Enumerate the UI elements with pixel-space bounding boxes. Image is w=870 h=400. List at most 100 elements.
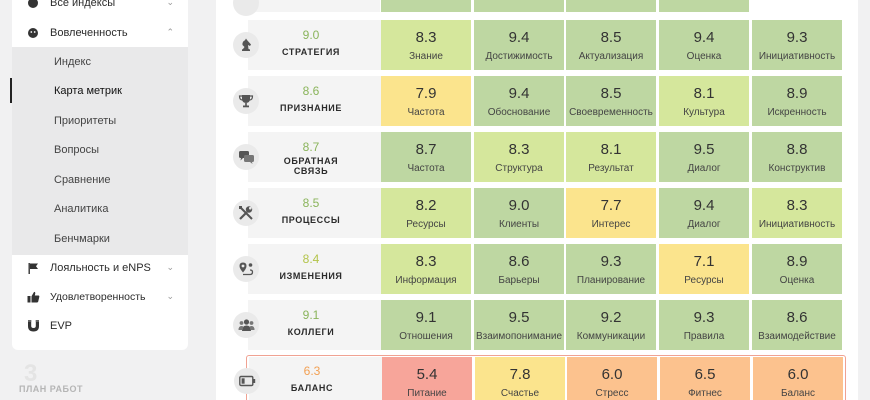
sidebar-item-all-indexes[interactable]: Все индексы ⌄	[12, 0, 188, 17]
metric-cell[interactable]: 8.5 Своевременность	[566, 76, 656, 126]
category-label-box[interactable]	[248, 76, 380, 126]
metric-label: Счастье	[500, 388, 540, 399]
metric-value: 8.2	[415, 197, 437, 214]
metric-value: 5.4	[416, 366, 438, 383]
metric-cell[interactable]: 9.3 Планирование	[566, 244, 656, 294]
metric-cell[interactable]	[474, 0, 564, 12]
metric-cell[interactable]: 9.2 Коммуникации	[566, 300, 656, 350]
category-score: 8.7	[302, 140, 320, 154]
metric-cell[interactable]: 9.0 Клиенты	[474, 188, 564, 238]
metric-cell[interactable]: 6.5 Фитнес	[660, 357, 750, 400]
sidebar-subitem-questions[interactable]: Вопросы	[12, 135, 188, 164]
chevron-down-icon: ⌄	[166, 0, 174, 7]
sidebar-subitem-benchmarks[interactable]: Бенчмарки	[12, 224, 188, 253]
metric-label: Диалог	[687, 163, 721, 174]
metric-cell[interactable]: 8.3 Информация	[381, 244, 471, 294]
metric-cell[interactable]: 8.6 Барьеры	[474, 244, 564, 294]
metric-row: 8.7 ОБРАТНАЯ СВЯЗЬ 8.7 Частота 8.3 Структура 8.…	[230, 132, 850, 182]
active-indicator	[10, 78, 12, 103]
metric-cell[interactable]: 9.1 Отношения	[381, 300, 471, 350]
metric-cell[interactable]	[381, 0, 471, 12]
metric-cell[interactable]: 8.9 Искренность	[752, 76, 842, 126]
sidebar-subitem-comparison[interactable]: Сравнение	[12, 165, 188, 194]
category-score: 8.4	[302, 252, 320, 266]
thumbs-up-icon	[25, 289, 41, 305]
sidebar-item-evp[interactable]: EVP	[12, 311, 188, 340]
metric-value: 9.3	[693, 309, 715, 326]
metric-cell[interactable]: 7.8 Счастье	[475, 357, 565, 400]
plan-link[interactable]: ПЛАН РАБОТ	[19, 384, 83, 394]
category-name: КОЛЛЕГИ	[287, 327, 335, 337]
metric-cell[interactable]	[566, 0, 656, 12]
metric-value: 8.9	[786, 85, 808, 102]
metric-cell[interactable]: 9.5 Диалог	[659, 132, 749, 182]
metric-row-partial	[230, 0, 850, 16]
metric-cell[interactable]: 8.3 Знание	[381, 20, 471, 70]
metric-cell[interactable]: 8.6 Взаимодействие	[752, 300, 842, 350]
metric-value: 9.0	[508, 197, 530, 214]
sidebar-subitem-priorities[interactable]: Приоритеты	[12, 106, 188, 135]
metric-cell[interactable]: 9.4 Диалог	[659, 188, 749, 238]
metric-value: 7.9	[415, 85, 437, 102]
metric-cell[interactable]: 5.4 Питание	[382, 357, 472, 400]
sidebar-item-engagement[interactable]: Вовлеченность ⌃	[12, 18, 188, 47]
metric-cell[interactable]: 8.9 Оценка	[752, 244, 842, 294]
sidebar-subitem-label: Индекс	[54, 55, 91, 68]
category-label-box[interactable]	[248, 300, 380, 350]
category-label-box[interactable]	[248, 132, 380, 182]
metric-cell[interactable]: 8.5 Актуализация	[566, 20, 656, 70]
metric-label: Взаимодействие	[758, 331, 836, 342]
route-icon	[233, 256, 259, 282]
metric-cell[interactable]: 8.7 Частота	[381, 132, 471, 182]
metric-cell[interactable]: 7.1 Ресурсы	[659, 244, 749, 294]
sidebar-subitem-index[interactable]: Индекс	[12, 47, 188, 76]
category-name: БАЛАНС	[290, 383, 334, 393]
metric-value: 9.3	[600, 253, 622, 270]
metric-cell[interactable]: 6.0 Стресс	[567, 357, 657, 400]
category-label-box[interactable]	[248, 188, 380, 238]
sidebar-item-loyalty[interactable]: Лояльность и eNPS ⌄	[12, 253, 188, 282]
flag-icon	[25, 260, 41, 276]
metric-label: Диалог	[687, 219, 721, 230]
metric-cell[interactable]: 8.2 Ресурсы	[381, 188, 471, 238]
sidebar-subitem-metric-map[interactable]: Карта метрик	[10, 76, 188, 105]
metric-label: Информация	[395, 275, 457, 286]
category-icon	[233, 0, 259, 16]
metric-cell[interactable]: 6.0 Баланс	[753, 357, 843, 400]
metric-cell[interactable]: 7.7 Интерес	[566, 188, 656, 238]
trophy-icon	[233, 88, 259, 114]
metric-label: Баланс	[780, 388, 816, 399]
metric-cell[interactable]: 8.1 Результат	[566, 132, 656, 182]
sidebar-item-satisfaction[interactable]: Удовлетворенность ⌄	[12, 282, 188, 311]
metric-label: Оценка	[779, 275, 815, 286]
metric-cell[interactable]: 9.5 Взаимопонимание	[474, 300, 564, 350]
metric-value: 8.6	[786, 309, 808, 326]
category-name: ПРОЦЕССЫ	[281, 215, 341, 225]
metric-cell[interactable]: 8.3 Инициативность	[752, 188, 842, 238]
metric-value: 8.1	[693, 85, 715, 102]
metric-label: Ресурсы	[406, 219, 446, 230]
metric-value: 8.3	[415, 29, 437, 46]
metric-value: 7.8	[509, 366, 531, 383]
metric-cell[interactable]: 9.3 Инициативность	[752, 20, 842, 70]
metric-cell[interactable]: 9.3 Правила	[659, 300, 749, 350]
category-label-box[interactable]	[249, 357, 381, 400]
chess-knight-icon	[233, 32, 259, 58]
metric-cell[interactable]: 9.4 Достижимость	[474, 20, 564, 70]
sidebar-subitem-analytics[interactable]: Аналитика	[12, 194, 188, 223]
metric-cell[interactable]: 8.1 Культура	[659, 76, 749, 126]
category-name: ОБРАТНАЯ	[283, 156, 339, 166]
metric-row: 8.5 ПРОЦЕССЫ 8.2 Ресурсы 9.0 Клиенты 7.7 Интере…	[230, 188, 850, 238]
metric-cell[interactable]: 8.3 Структура	[474, 132, 564, 182]
engagement-submenu: Индекс Карта метрик Приоритеты Вопросы С…	[10, 47, 188, 255]
metric-value: 8.1	[600, 141, 622, 158]
metric-value: 8.5	[600, 29, 622, 46]
metric-cell[interactable]: 9.4 Обоснование	[474, 76, 564, 126]
metric-cell[interactable]	[659, 0, 749, 12]
category-label-box[interactable]	[248, 244, 380, 294]
metric-cell[interactable]: 9.4 Оценка	[659, 20, 749, 70]
metric-cell[interactable]: 7.9 Частота	[381, 76, 471, 126]
engagement-icon	[25, 25, 41, 41]
category-label-box[interactable]	[248, 20, 380, 70]
metric-cell[interactable]: 8.8 Конструктив	[752, 132, 842, 182]
